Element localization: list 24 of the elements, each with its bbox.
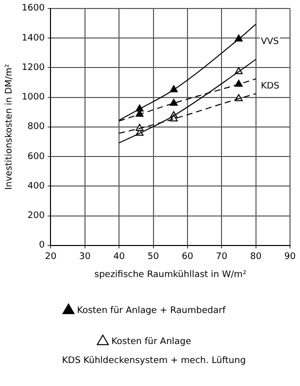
y-tick-label: 800 xyxy=(28,122,45,132)
x-tick-label: 90 xyxy=(284,252,296,262)
x-tick-label: 70 xyxy=(216,252,228,262)
y-tick-label: 0 xyxy=(38,240,45,251)
y-tick-label: 600 xyxy=(28,152,45,162)
x-tick-label: 80 xyxy=(250,252,262,262)
annotation: KDS xyxy=(260,82,280,92)
y-tick-label: 400 xyxy=(28,181,45,192)
annotation: VVS xyxy=(260,37,280,48)
x-tick-label: 50 xyxy=(148,252,160,262)
y-tick-label: 200 xyxy=(28,211,45,222)
x-tick-label: 40 xyxy=(113,252,126,262)
y-tick-label: 1000 xyxy=(22,92,45,103)
legend-label: Kosten für Anlage + Raumbedarf xyxy=(77,306,226,316)
y-tick-label: 1200 xyxy=(22,62,45,73)
y-tick-label: 1400 xyxy=(22,33,45,44)
y-axis-title: Investitionskosten in DM/m² xyxy=(4,64,15,190)
text: KDS Kühldeckensystem + mech. Lüftung xyxy=(61,356,247,366)
y-tick-label: 1600 xyxy=(22,4,45,14)
x-axis-title: spezifische Raumkühllast in W/m² xyxy=(94,270,247,280)
x-tick-label: 20 xyxy=(44,252,57,262)
x-tick-label: 60 xyxy=(182,252,194,262)
x-tick-label: 30 xyxy=(79,252,91,262)
legend-label: Kosten für Anlage xyxy=(111,336,192,347)
